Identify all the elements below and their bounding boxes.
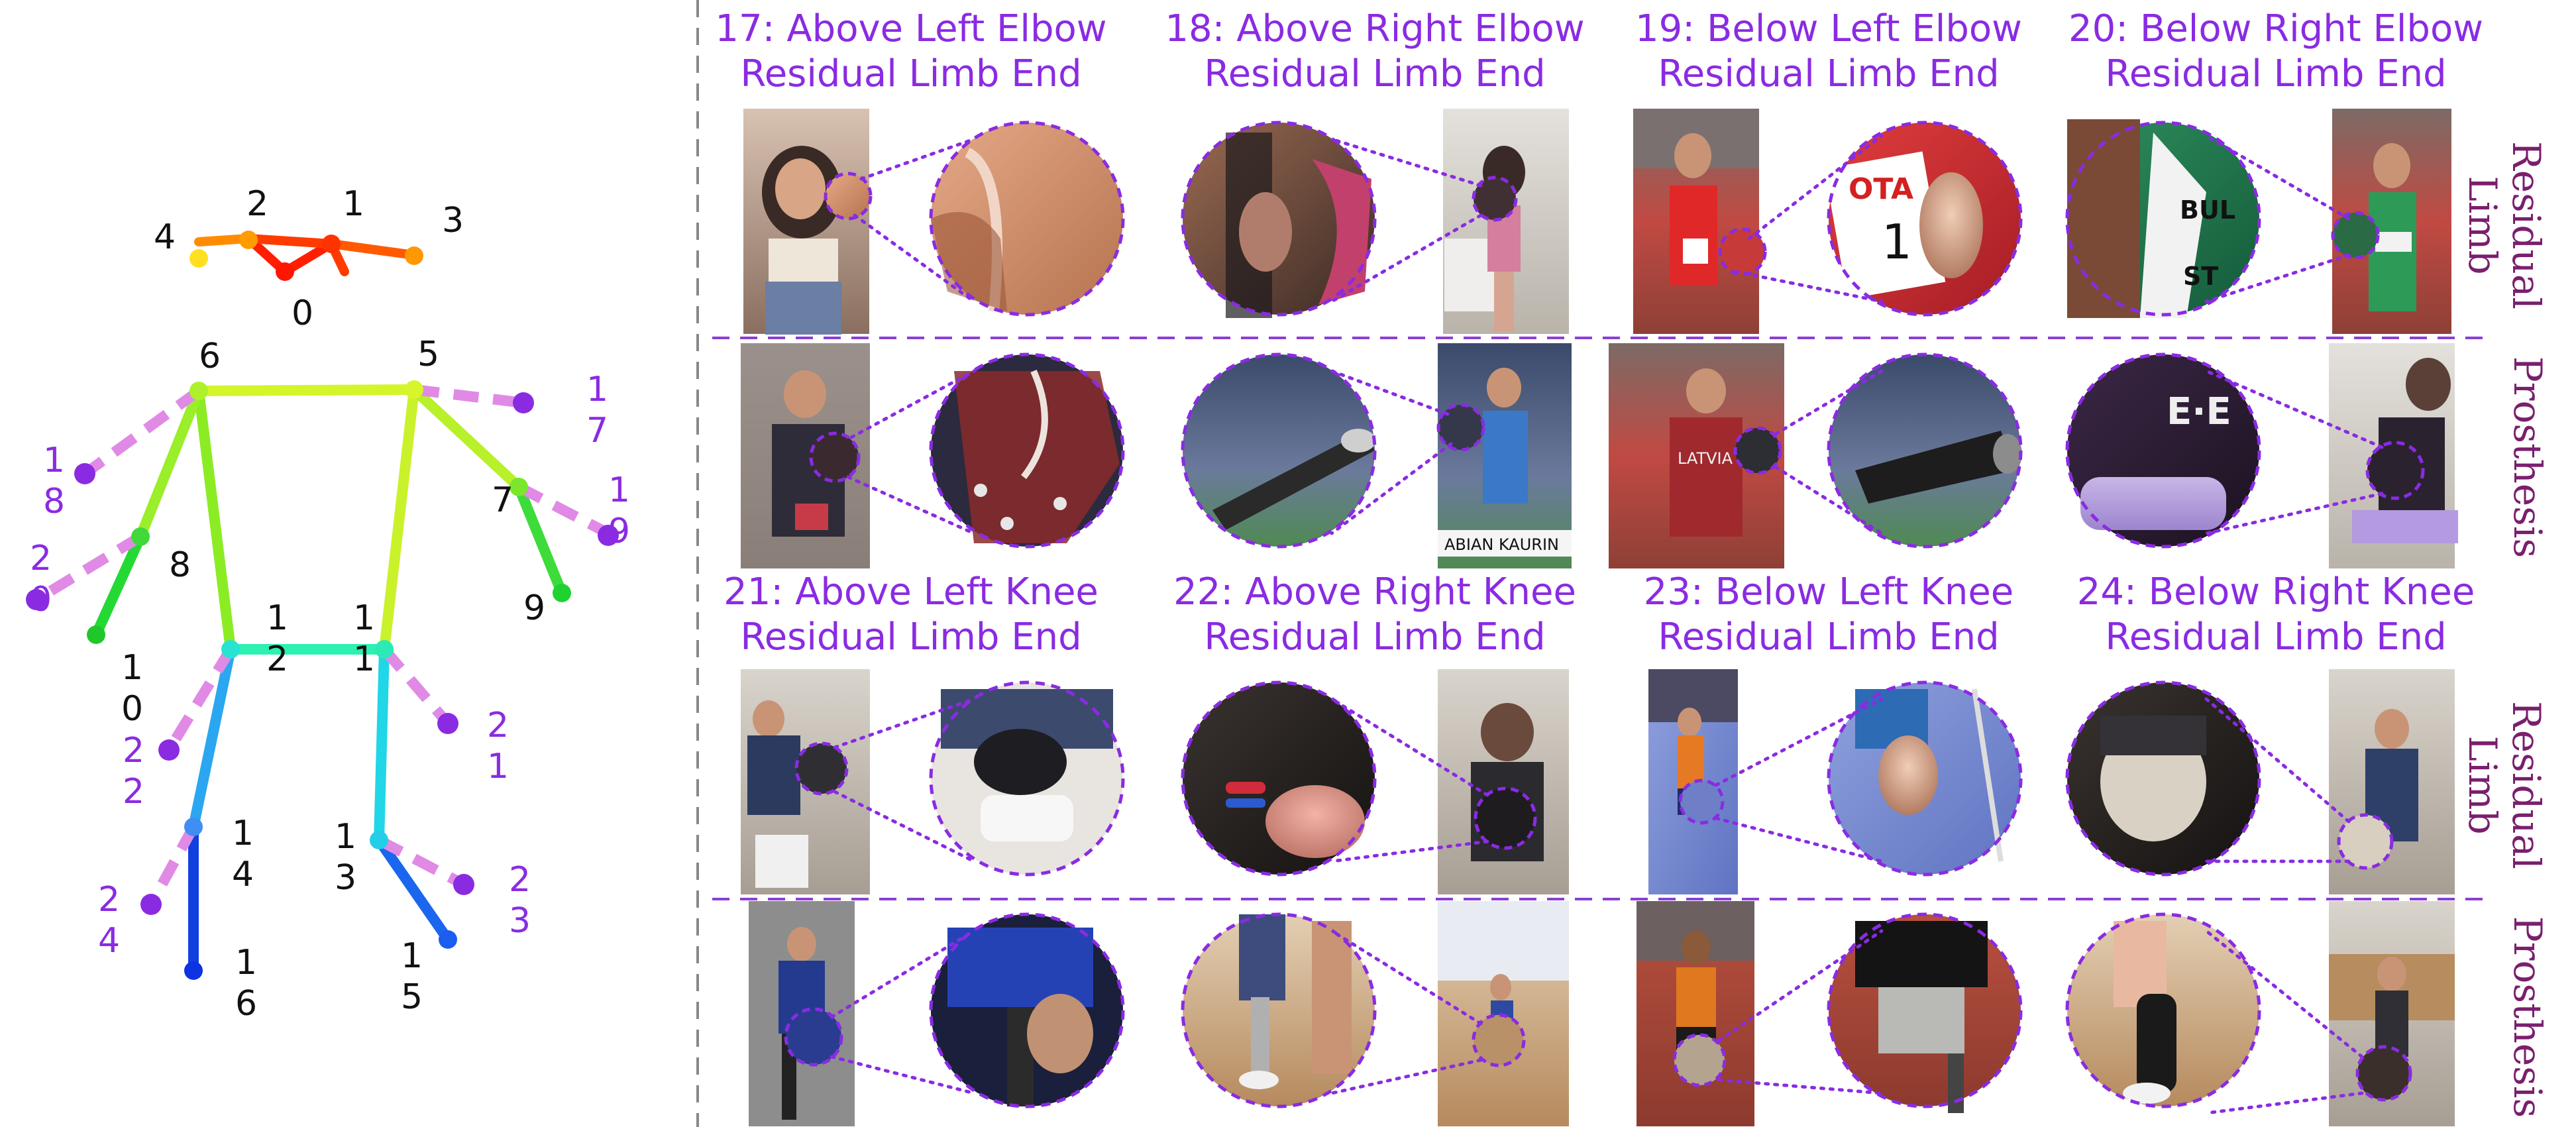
keypoint-label-9: 9	[523, 588, 545, 628]
panel-title-line1: 20: Below Right Elbow	[2068, 7, 2483, 50]
panel-19: OTA 1	[1633, 109, 2023, 334]
panel-22	[1181, 669, 1569, 894]
keypoint-label-1: 1	[343, 184, 364, 224]
panel-17-prosthesis	[741, 343, 1125, 568]
added-keypoint-dots	[26, 392, 619, 915]
row-side-label-line: Residual	[2504, 141, 2549, 309]
panel-22-prosthesis	[1181, 901, 1569, 1126]
panel-18	[1181, 109, 1569, 334]
row-side-label-line: Limb	[2460, 176, 2505, 274]
row-side-label-line: Limb	[2460, 735, 2505, 834]
panel-title-line1: 17: Above Left Elbow	[715, 7, 1106, 50]
panel-18-prosthesis: ABIAN KAURIN	[1181, 343, 1572, 568]
st-text: ST	[2183, 262, 2218, 291]
panel-21	[741, 669, 1125, 894]
panel-23	[1648, 669, 2023, 894]
row-side-label: Prosthesis	[2505, 916, 2550, 1118]
panel-title-line1: 23: Below Left Knee	[1644, 570, 2014, 614]
panel-24-prosthesis	[2065, 901, 2455, 1126]
zoom-connectors	[830, 134, 2384, 1115]
panel-19-prosthesis: LATVIA	[1609, 343, 2023, 568]
panel-title-line2: Residual Limb End	[1658, 616, 1999, 659]
panel-title-line1: 21: Above Left Knee	[724, 570, 1099, 614]
panel-17	[743, 109, 1125, 335]
keypoint-label-4: 4	[154, 217, 176, 257]
face-edges	[194, 234, 419, 276]
panel-title-line1: 24: Below Right Knee	[2077, 570, 2475, 614]
panel-title-line1: 22: Above Right Knee	[1173, 570, 1576, 614]
panel-title-line2: Residual Limb End	[1658, 52, 1999, 95]
keypoint-label-8: 8	[169, 545, 191, 585]
keypoint-label-2: 2	[246, 184, 268, 224]
added-keypoint-edges	[33, 384, 611, 907]
panel-20-prosthesis: E·E	[2065, 343, 2458, 568]
keypoint-label-3: 3	[442, 201, 464, 241]
row-side-labels: ResidualLimbProsthesisResidualLimbProsth…	[2460, 141, 2550, 1118]
latvia-text: LATVIA	[1678, 449, 1733, 468]
panel-title-line2: Residual Limb End	[740, 52, 1081, 95]
photo-panels: OTA 1 BUL ST	[741, 109, 2458, 1126]
bul-text: BUL	[2180, 195, 2235, 225]
svg-text:E·E: E·E	[2167, 390, 2231, 433]
panel-21-prosthesis	[749, 901, 1125, 1126]
kaurin-text: ABIAN KAURIN	[1444, 535, 1559, 554]
row-side-label: Prosthesis	[2505, 356, 2550, 559]
panel-24	[2065, 669, 2455, 894]
row-side-label-line: Residual	[2504, 701, 2549, 869]
panel-title-line2: Residual Limb End	[1204, 52, 1545, 95]
panel-title-line2: Residual Limb End	[740, 616, 1081, 659]
row-side-label-line: Prosthesis	[2505, 356, 2550, 559]
panel-title-line1: 19: Below Left Elbow	[1635, 7, 2022, 50]
row-side-label-line: Prosthesis	[2505, 916, 2550, 1118]
joint-dots	[87, 231, 571, 980]
keypoint-label-0: 0	[292, 294, 313, 333]
panel-20: BUL ST	[2065, 109, 2451, 334]
panel-title-line1: 18: Above Right Elbow	[1165, 7, 1584, 50]
panel-title-line2: Residual Limb End	[2105, 616, 2446, 659]
keypoint-label-7: 7	[492, 480, 513, 520]
panel-title-line2: Residual Limb End	[1204, 616, 1545, 659]
added-keypoint-labels: 1 7 1 8 1 9 2 0 2 1 2 2 2 3 2 4	[30, 370, 630, 961]
keypoint-label-5: 5	[417, 335, 439, 374]
keypoint-label-6: 6	[199, 337, 221, 376]
panel-title-line2: Residual Limb End	[2105, 52, 2446, 95]
panel-23-prosthesis	[1637, 901, 2023, 1126]
tota-text: OTA	[1849, 172, 1913, 206]
bib-number: 1	[1882, 214, 1912, 270]
